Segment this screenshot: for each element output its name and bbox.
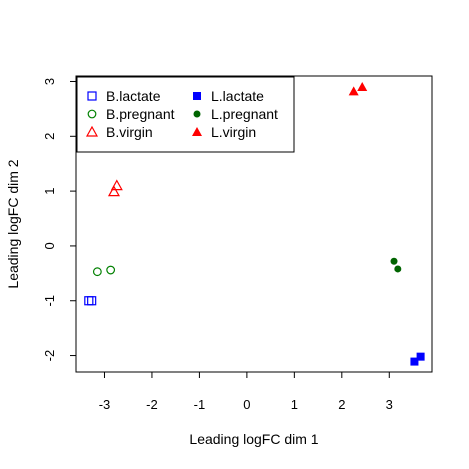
x-axis: -3 -2 -1 0 1 2 3 xyxy=(99,371,393,412)
legend-marker xyxy=(193,92,201,100)
x-tick-label: 1 xyxy=(291,397,298,412)
data-point xyxy=(348,86,359,96)
x-tick-label: 2 xyxy=(338,397,345,412)
x-tick-label: 3 xyxy=(386,397,393,412)
data-points xyxy=(84,81,425,366)
legend-box xyxy=(76,76,295,153)
legend-label: B.lactate xyxy=(106,88,161,104)
legend-label: L.lactate xyxy=(211,88,264,104)
y-tick-label: 2 xyxy=(42,133,57,140)
data-point xyxy=(390,257,398,265)
x-tick-label: -3 xyxy=(99,397,111,412)
data-point xyxy=(357,81,368,91)
legend: B.lactate B.pregnant B.virgin L.lactate L.pr… xyxy=(76,76,295,153)
legend-label: B.virgin xyxy=(106,124,153,140)
y-tick-label: 3 xyxy=(42,78,57,85)
legend-label: L.virgin xyxy=(211,124,256,140)
y-tick-label: -1 xyxy=(42,295,57,307)
data-point xyxy=(87,296,97,306)
y-axis: -2 -1 0 1 2 3 xyxy=(42,78,77,362)
legend-marker xyxy=(85,125,99,137)
data-point xyxy=(416,352,425,361)
y-axis-label: Leading logFC dim 2 xyxy=(5,159,21,288)
x-tick-label: -1 xyxy=(194,397,206,412)
x-tick-label: 0 xyxy=(243,397,250,412)
data-point xyxy=(110,179,123,191)
data-point xyxy=(107,185,120,197)
data-point xyxy=(92,267,102,277)
x-axis-label: Leading logFC dim 1 xyxy=(189,431,318,447)
data-point xyxy=(394,265,402,273)
y-tick-label: 1 xyxy=(42,187,57,194)
data-point xyxy=(410,357,419,366)
legend-marker xyxy=(193,110,201,118)
legend-marker xyxy=(192,127,202,136)
legend-marker xyxy=(87,109,97,119)
legend-marker xyxy=(87,91,97,101)
data-point xyxy=(84,296,94,306)
legend-label: B.pregnant xyxy=(106,106,175,122)
y-tick-label: -2 xyxy=(42,350,57,362)
y-tick-label: 0 xyxy=(42,242,57,249)
x-tick-label: -2 xyxy=(146,397,158,412)
data-point xyxy=(106,265,116,275)
legend-label: L.pregnant xyxy=(211,106,278,122)
